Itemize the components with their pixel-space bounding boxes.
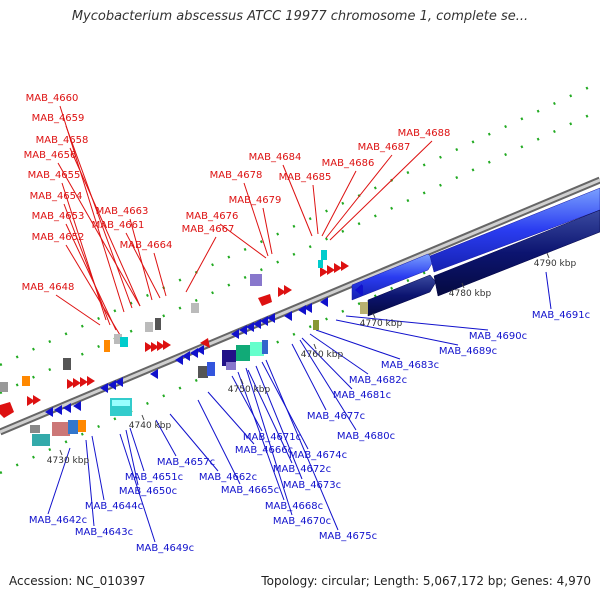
gene-label-forward[interactable]: MAB_4676 xyxy=(186,211,239,222)
genome-summary: Topology: circular; Length: 5,067,172 bp… xyxy=(261,574,591,588)
gene-features xyxy=(0,187,600,446)
gene-label-forward[interactable]: MAB_4659 xyxy=(32,113,85,124)
gene-label-reverse[interactable]: MAB_4675c xyxy=(319,531,377,542)
gene-labels: MAB_4660 MAB_4659 MAB_4658 MAB_4656 MAB_4655… xyxy=(22,93,591,554)
gene-label-forward[interactable]: MAB_4658 xyxy=(36,135,89,146)
gene-label-reverse[interactable]: MAB_4651c xyxy=(125,472,183,483)
gene-label-forward[interactable]: MAB_4688 xyxy=(398,128,451,139)
kbp-tick-label: 4750 kbp xyxy=(228,385,271,395)
gene-label-reverse[interactable]: MAB_4674c xyxy=(289,450,347,461)
gene-label-reverse[interactable]: MAB_4657c xyxy=(157,457,215,468)
gene-label-reverse[interactable]: MAB_4662c xyxy=(199,472,257,483)
gene-label-forward[interactable]: MAB_4667 xyxy=(182,224,235,235)
map-title: Mycobacterium abscessus ATCC 19977 chrom… xyxy=(71,9,529,24)
gene-label-reverse[interactable]: MAB_4649c xyxy=(136,543,194,554)
label-leader-lines xyxy=(47,105,552,543)
gene-label-reverse[interactable]: MAB_4683c xyxy=(381,360,439,371)
gene-label-forward[interactable]: MAB_4654 xyxy=(30,191,83,202)
gene-label-forward[interactable]: MAB_4678 xyxy=(210,170,263,181)
gene-label-reverse[interactable]: MAB_4677c xyxy=(307,411,365,422)
kbp-tick-label: 4730 kbp xyxy=(47,456,90,466)
gene-label-reverse[interactable]: MAB_4666c xyxy=(235,445,293,456)
gene-label-reverse[interactable]: MAB_4668c xyxy=(265,501,323,512)
kbp-tick-label: 4780 kbp xyxy=(449,289,492,299)
gene-label-forward[interactable]: MAB_4663 xyxy=(96,206,149,217)
gene-label-reverse[interactable]: MAB_4642c xyxy=(29,515,87,526)
gene-label-reverse[interactable]: MAB_4690c xyxy=(469,331,527,342)
gene-label-forward[interactable]: MAB_4661 xyxy=(92,220,145,231)
gene-label-forward[interactable]: MAB_4660 xyxy=(26,93,79,104)
gene-label-reverse[interactable]: MAB_4682c xyxy=(349,375,407,386)
gene-label-forward[interactable]: MAB_4679 xyxy=(229,195,282,206)
gene-label-forward[interactable]: MAB_4656 xyxy=(24,150,77,161)
gene-label-reverse[interactable]: MAB_4650c xyxy=(119,486,177,497)
gene-label-reverse[interactable]: MAB_4644c xyxy=(85,501,143,512)
kbp-tick-label: 4790 kbp xyxy=(534,259,577,269)
gene-label-forward[interactable]: MAB_4686 xyxy=(322,158,375,169)
gene-label-forward[interactable]: MAB_4685 xyxy=(279,172,332,183)
chromosome-backbone xyxy=(0,176,600,436)
gene-label-reverse[interactable]: MAB_4689c xyxy=(439,346,497,357)
gene-label-reverse[interactable]: MAB_4681c xyxy=(333,390,391,401)
gene-label-forward[interactable]: MAB_4648 xyxy=(22,282,75,293)
gene-label-forward[interactable]: MAB_4687 xyxy=(358,142,411,153)
gene-label-reverse[interactable]: MAB_4670c xyxy=(273,516,331,527)
gene-label-reverse[interactable]: MAB_4672c xyxy=(273,464,331,475)
gene-label-reverse[interactable]: MAB_4665c xyxy=(221,485,279,496)
kbp-tick-label: 4740 kbp xyxy=(129,421,172,431)
gene-label-forward[interactable]: MAB_4684 xyxy=(249,152,302,163)
gene-label-reverse[interactable]: MAB_4680c xyxy=(337,431,395,442)
gene-label-forward[interactable]: MAB_4652 xyxy=(32,232,85,243)
strand-dot-guides xyxy=(0,80,600,475)
gene-label-forward[interactable]: MAB_4664 xyxy=(120,240,173,251)
gene-label-forward[interactable]: MAB_4653 xyxy=(32,211,85,222)
kbp-tick-label: 4770 kbp xyxy=(360,319,403,329)
accession-label: Accession: NC_010397 xyxy=(9,574,146,588)
kbp-tick-label: 4760 kbp xyxy=(301,350,344,360)
gene-label-forward[interactable]: MAB_4655 xyxy=(28,170,81,181)
kbp-scale: 4730 kbp 4740 kbp 4750 kbp 4760 kbp 4770 kbp… xyxy=(47,252,577,466)
gene-label-reverse[interactable]: MAB_4643c xyxy=(75,527,133,538)
gene-label-reverse[interactable]: MAB_4691c xyxy=(532,310,590,321)
gene-label-reverse[interactable]: MAB_4671c xyxy=(243,432,301,443)
gene-label-reverse[interactable]: MAB_4673c xyxy=(283,480,341,491)
